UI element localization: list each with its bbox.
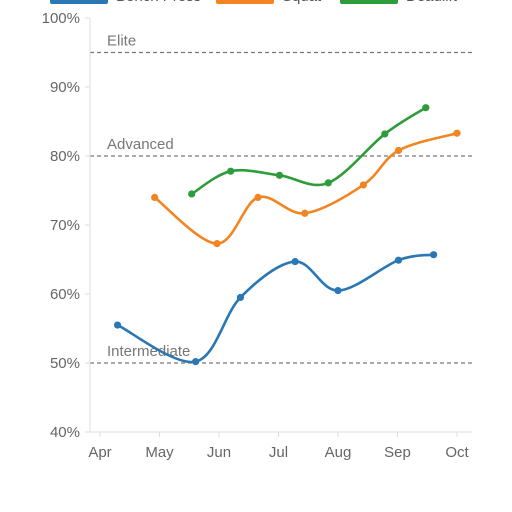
legend-swatch	[50, 0, 108, 4]
data-point[interactable]	[324, 179, 332, 187]
legend-item-squat[interactable]: Squat	[216, 0, 322, 5]
legend-label: Bench Press	[116, 0, 201, 5]
reference-line-label: Advanced	[107, 136, 174, 153]
data-point[interactable]	[151, 193, 159, 201]
data-point[interactable]	[394, 256, 403, 264]
y-tick-label: 40%	[50, 424, 80, 441]
y-tick-label: 60%	[50, 286, 80, 303]
data-point[interactable]	[227, 167, 235, 175]
data-point[interactable]	[359, 181, 367, 189]
data-point[interactable]	[334, 286, 342, 295]
legend-item-deadlift[interactable]: Deadlift	[340, 0, 458, 5]
data-point[interactable]	[301, 209, 309, 217]
y-tick-label: 100%	[42, 10, 80, 27]
data-point[interactable]	[422, 104, 430, 112]
data-point[interactable]	[291, 257, 299, 266]
y-tick-label: 70%	[50, 217, 80, 234]
x-tick-label: Aug	[325, 444, 352, 461]
x-tick-label: May	[145, 444, 174, 461]
data-point[interactable]	[236, 293, 245, 302]
x-tick-label: Oct	[445, 444, 469, 461]
y-tick-label: 50%	[50, 355, 80, 372]
series-deadlift	[188, 104, 430, 198]
data-point[interactable]	[394, 146, 403, 155]
series-line-deadlift	[190, 106, 428, 196]
reference-line-label: Elite	[107, 33, 136, 50]
data-point[interactable]	[113, 321, 122, 329]
data-point[interactable]	[429, 251, 438, 259]
data-point[interactable]	[254, 193, 262, 201]
y-tick-label: 90%	[50, 79, 80, 96]
series-squat	[151, 129, 461, 248]
series-bench-press	[113, 251, 438, 366]
x-tick-label: Apr	[88, 444, 111, 461]
y-tick-label: 80%	[50, 148, 80, 165]
legend-swatch	[340, 0, 398, 4]
x-tick-label: Jul	[269, 444, 288, 461]
legend-label: Deadlift	[406, 0, 458, 5]
legend-item-bench-press[interactable]: Bench Press	[50, 0, 201, 5]
x-tick-label: Sep	[384, 444, 411, 461]
legend-label: Squat	[282, 0, 322, 5]
data-point[interactable]	[188, 190, 196, 198]
axes: 40% 50% 60% 70% 80% 90% 100% Apr May Jun Jul Aug Sep…	[42, 10, 472, 461]
legend-swatch	[216, 0, 274, 4]
data-point[interactable]	[191, 358, 200, 366]
data-point[interactable]	[381, 130, 389, 138]
data-point[interactable]	[275, 171, 284, 179]
legend: Bench Press Squat Deadlift	[50, 0, 458, 5]
series-group	[113, 104, 461, 366]
data-point[interactable]	[213, 240, 221, 248]
x-tick-label: Jun	[207, 444, 231, 461]
data-point[interactable]	[453, 129, 461, 137]
